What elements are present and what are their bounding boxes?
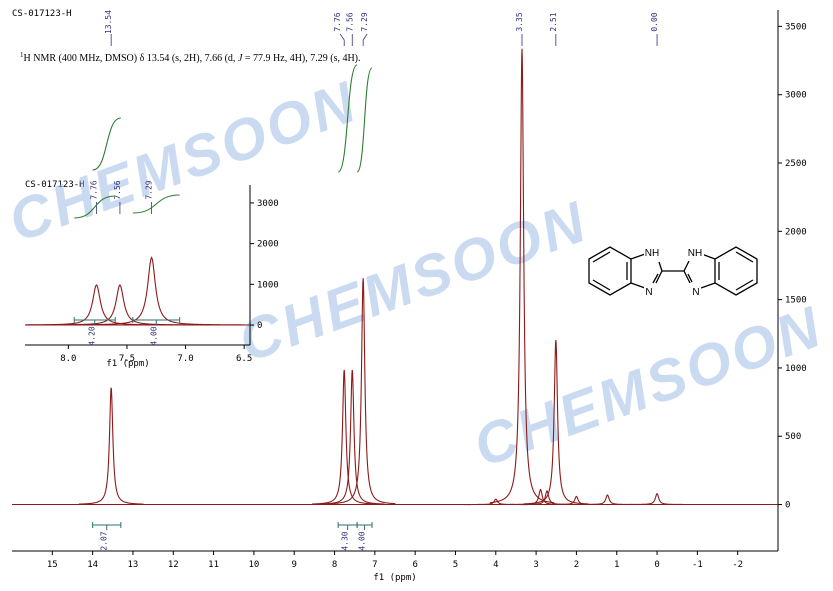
x-tick-label: 3	[533, 560, 538, 570]
x-tick-label: 6	[412, 560, 417, 570]
x-tick-label: 0	[654, 560, 659, 570]
atom-label: NH	[645, 248, 659, 259]
integral-label: 4.00	[358, 531, 367, 550]
peak-label: 7.76	[89, 180, 98, 199]
watermark: CHEMSOON	[0, 69, 366, 255]
y-tick-label: 500	[785, 432, 801, 442]
inset-title: CS-017123-H	[25, 180, 85, 190]
integral-bracket	[132, 317, 181, 325]
peak	[78, 387, 144, 505]
peak-label: 3.35	[515, 12, 524, 31]
peak	[523, 340, 589, 505]
integral-bracket	[92, 522, 122, 530]
peak	[26, 284, 214, 326]
integral-curve	[337, 64, 358, 173]
y-tick-label: 0	[785, 501, 790, 511]
label-bg	[691, 285, 701, 296]
peak-label: 7.29	[145, 180, 154, 199]
watermark: CHEMSOON	[230, 189, 596, 375]
peak	[319, 369, 385, 505]
integral-label: 4.20	[88, 326, 97, 345]
atom-label: N	[692, 287, 699, 298]
x-tick-label: -2	[732, 560, 743, 570]
integral-label: 4.30	[341, 531, 350, 550]
y-tick-label: 1000	[257, 280, 279, 290]
x-tick-label: 6.5	[236, 354, 252, 364]
y-tick-label: 2500	[785, 159, 807, 169]
description-text: H NMR (400 MHz, DMSO) δ 13.54 (s, 2H), 7…	[24, 53, 238, 64]
peak-label: 13.54	[104, 10, 113, 34]
y-tick-label: 1000	[785, 364, 807, 374]
y-tick-label: 3000	[785, 91, 807, 101]
peak-label: 7.76	[333, 12, 342, 31]
y-tick-label: 2000	[785, 227, 807, 237]
x-tick-label: 8	[332, 560, 337, 570]
x-tick-label: 8.0	[60, 354, 76, 364]
peak	[57, 256, 246, 326]
peak-label-tick	[339, 33, 345, 46]
x-tick-label: 14	[87, 560, 98, 570]
y-tick-label: 3500	[785, 22, 807, 32]
y-tick-label: 0	[257, 321, 262, 331]
y-tick-label: 1500	[785, 296, 807, 306]
description-text: = 77.9 Hz, 4H), 7.29 (s, 4H).	[242, 53, 360, 64]
x-tick-label: 2	[574, 560, 579, 570]
atom-label: NH	[688, 248, 702, 259]
description-text: J	[238, 53, 243, 64]
x-tick-label: 4	[493, 560, 498, 570]
y-tick-label: 3000	[257, 199, 279, 209]
peak-label: 0.00	[650, 12, 659, 31]
molecule	[588, 246, 758, 296]
integral-bracket	[337, 522, 358, 530]
x-tick-label: 7.5	[119, 354, 135, 364]
peak	[624, 492, 690, 506]
x-axis-label: f1 (ppm)	[373, 573, 416, 583]
x-tick-label: 12	[168, 560, 179, 570]
x-tick-label: 13	[128, 560, 139, 570]
peak-label-tick	[362, 33, 368, 46]
peak-label: 7.56	[345, 12, 354, 31]
peak	[575, 494, 640, 506]
x-tick-label: 1	[614, 560, 619, 570]
peak-label: 7.56	[113, 180, 122, 199]
x-tick-label: -1	[692, 560, 703, 570]
y-tick-label: 2000	[257, 240, 279, 250]
atom-label: N	[645, 287, 652, 298]
peak	[330, 278, 396, 505]
peak-label: 2.51	[549, 12, 558, 31]
integral-bracket	[73, 317, 116, 325]
x-tick-label: 7	[372, 560, 377, 570]
x-tick-label: 7.0	[177, 354, 193, 364]
label-bg	[644, 285, 654, 296]
peak	[25, 284, 191, 326]
label-bg	[686, 245, 704, 258]
chart-title: CS-017123-H	[12, 9, 72, 19]
inset-x-axis-label: f1 (ppm)	[106, 359, 149, 369]
integral-bracket	[356, 522, 373, 530]
x-tick-label: 10	[248, 560, 259, 570]
peak	[514, 490, 580, 506]
integral-label: 2.07	[100, 531, 109, 550]
x-tick-label: 9	[291, 560, 296, 570]
description: 1H NMR (400 MHz, DMSO) δ 13.54 (s, 2H), …	[20, 51, 361, 64]
integral-curve	[92, 117, 121, 171]
integral-curve	[132, 194, 180, 214]
x-tick-label: 15	[47, 560, 58, 570]
integral-label: 4.00	[149, 326, 158, 345]
x-tick-label: 11	[208, 560, 219, 570]
integral-curve	[74, 195, 116, 219]
superscript: 1	[20, 51, 24, 59]
watermark: CHEMSOON	[465, 294, 831, 480]
peak-label: 7.29	[360, 12, 369, 31]
label-bg	[644, 245, 662, 258]
integral-curve	[356, 67, 373, 173]
x-tick-label: 5	[453, 560, 458, 570]
